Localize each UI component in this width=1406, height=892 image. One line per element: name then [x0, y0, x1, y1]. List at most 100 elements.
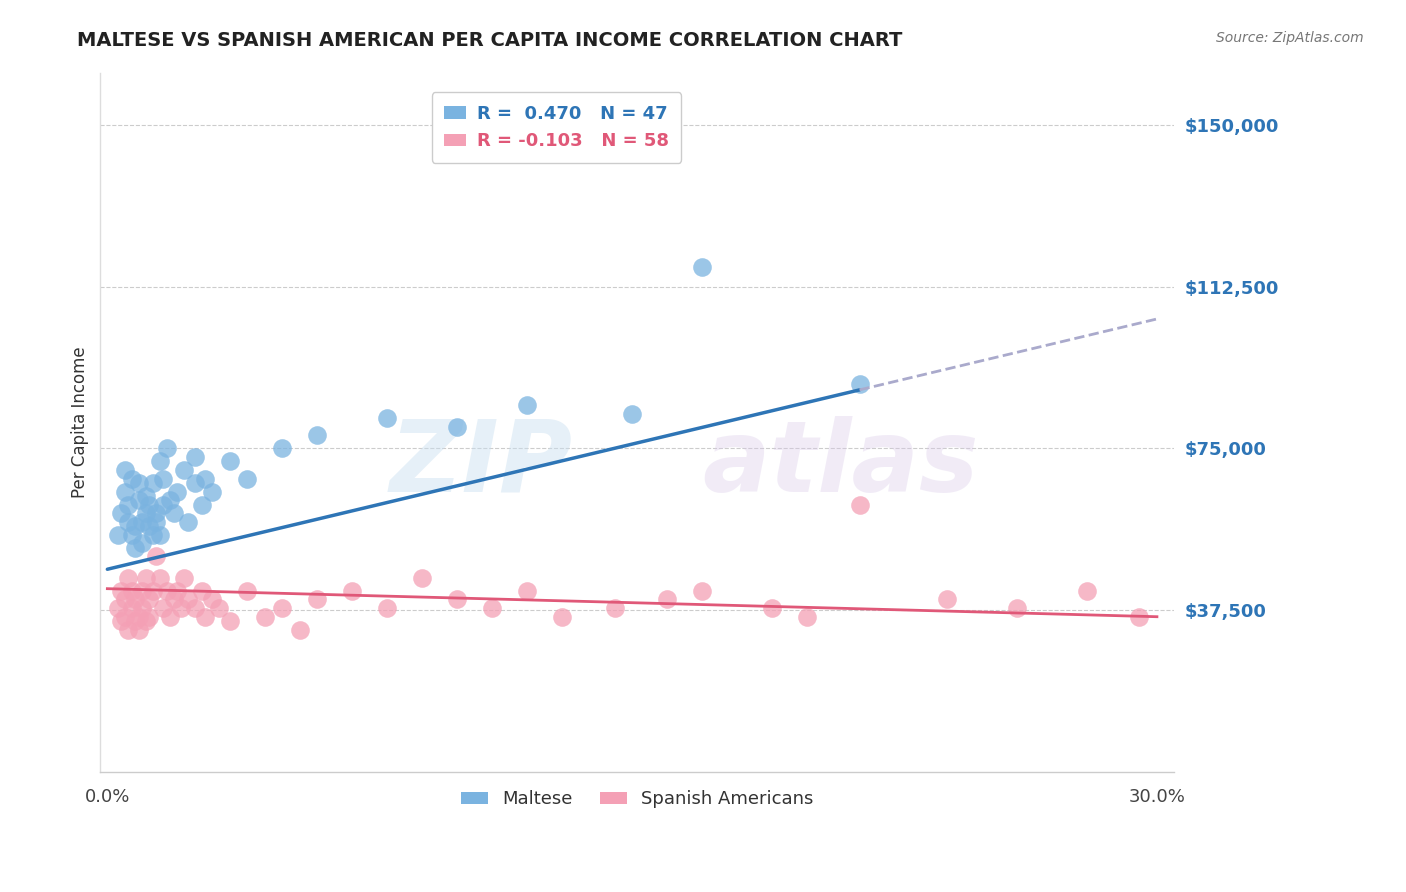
- Point: [191, 583, 214, 598]
- Point: [848, 498, 870, 512]
- Point: [342, 583, 364, 598]
- Point: [131, 583, 153, 598]
- Point: [121, 472, 143, 486]
- Text: ZIP: ZIP: [389, 416, 572, 513]
- Point: [145, 515, 167, 529]
- Point: [117, 623, 139, 637]
- Point: [152, 472, 174, 486]
- Point: [271, 442, 294, 456]
- Point: [201, 484, 224, 499]
- Point: [121, 583, 143, 598]
- Point: [177, 592, 200, 607]
- Point: [1005, 601, 1028, 615]
- Point: [117, 498, 139, 512]
- Point: [848, 376, 870, 391]
- Point: [131, 601, 153, 615]
- Point: [131, 536, 153, 550]
- Point: [375, 601, 398, 615]
- Point: [135, 571, 157, 585]
- Legend: Maltese, Spanish Americans: Maltese, Spanish Americans: [454, 783, 821, 815]
- Point: [110, 614, 132, 628]
- Point: [135, 614, 157, 628]
- Point: [124, 519, 146, 533]
- Point: [149, 454, 172, 468]
- Point: [307, 428, 329, 442]
- Point: [114, 592, 136, 607]
- Point: [690, 583, 713, 598]
- Point: [138, 592, 160, 607]
- Point: [194, 609, 217, 624]
- Point: [121, 527, 143, 541]
- Point: [173, 571, 195, 585]
- Text: Source: ZipAtlas.com: Source: ZipAtlas.com: [1216, 31, 1364, 45]
- Point: [411, 571, 433, 585]
- Point: [516, 583, 538, 598]
- Point: [446, 592, 468, 607]
- Point: [138, 498, 160, 512]
- Point: [159, 493, 181, 508]
- Point: [621, 407, 644, 421]
- Point: [138, 609, 160, 624]
- Y-axis label: Per Capita Income: Per Capita Income: [72, 347, 89, 499]
- Point: [184, 601, 207, 615]
- Point: [173, 463, 195, 477]
- Point: [121, 601, 143, 615]
- Point: [152, 601, 174, 615]
- Point: [159, 609, 181, 624]
- Point: [124, 541, 146, 555]
- Point: [152, 498, 174, 512]
- Point: [135, 489, 157, 503]
- Point: [271, 601, 294, 615]
- Point: [156, 442, 179, 456]
- Point: [481, 601, 503, 615]
- Point: [690, 260, 713, 275]
- Point: [128, 493, 150, 508]
- Point: [253, 609, 276, 624]
- Point: [135, 506, 157, 520]
- Point: [184, 450, 207, 464]
- Point: [191, 498, 214, 512]
- Point: [156, 583, 179, 598]
- Point: [117, 515, 139, 529]
- Point: [107, 601, 129, 615]
- Point: [145, 506, 167, 520]
- Point: [149, 527, 172, 541]
- Point: [110, 506, 132, 520]
- Point: [1128, 609, 1150, 624]
- Point: [288, 623, 311, 637]
- Point: [655, 592, 678, 607]
- Point: [124, 614, 146, 628]
- Point: [124, 592, 146, 607]
- Point: [551, 609, 574, 624]
- Point: [142, 475, 165, 490]
- Point: [218, 614, 240, 628]
- Point: [110, 583, 132, 598]
- Point: [446, 420, 468, 434]
- Point: [184, 475, 207, 490]
- Point: [166, 484, 188, 499]
- Point: [128, 623, 150, 637]
- Point: [236, 472, 259, 486]
- Point: [128, 475, 150, 490]
- Point: [149, 571, 172, 585]
- Text: atlas: atlas: [702, 416, 979, 513]
- Point: [131, 515, 153, 529]
- Point: [138, 519, 160, 533]
- Point: [603, 601, 626, 615]
- Point: [936, 592, 959, 607]
- Point: [163, 592, 186, 607]
- Point: [163, 506, 186, 520]
- Point: [208, 601, 231, 615]
- Point: [142, 583, 165, 598]
- Point: [307, 592, 329, 607]
- Point: [194, 472, 217, 486]
- Point: [114, 463, 136, 477]
- Point: [145, 549, 167, 564]
- Point: [142, 527, 165, 541]
- Point: [114, 609, 136, 624]
- Point: [128, 609, 150, 624]
- Point: [114, 484, 136, 499]
- Point: [107, 527, 129, 541]
- Point: [1076, 583, 1098, 598]
- Text: MALTESE VS SPANISH AMERICAN PER CAPITA INCOME CORRELATION CHART: MALTESE VS SPANISH AMERICAN PER CAPITA I…: [77, 31, 903, 50]
